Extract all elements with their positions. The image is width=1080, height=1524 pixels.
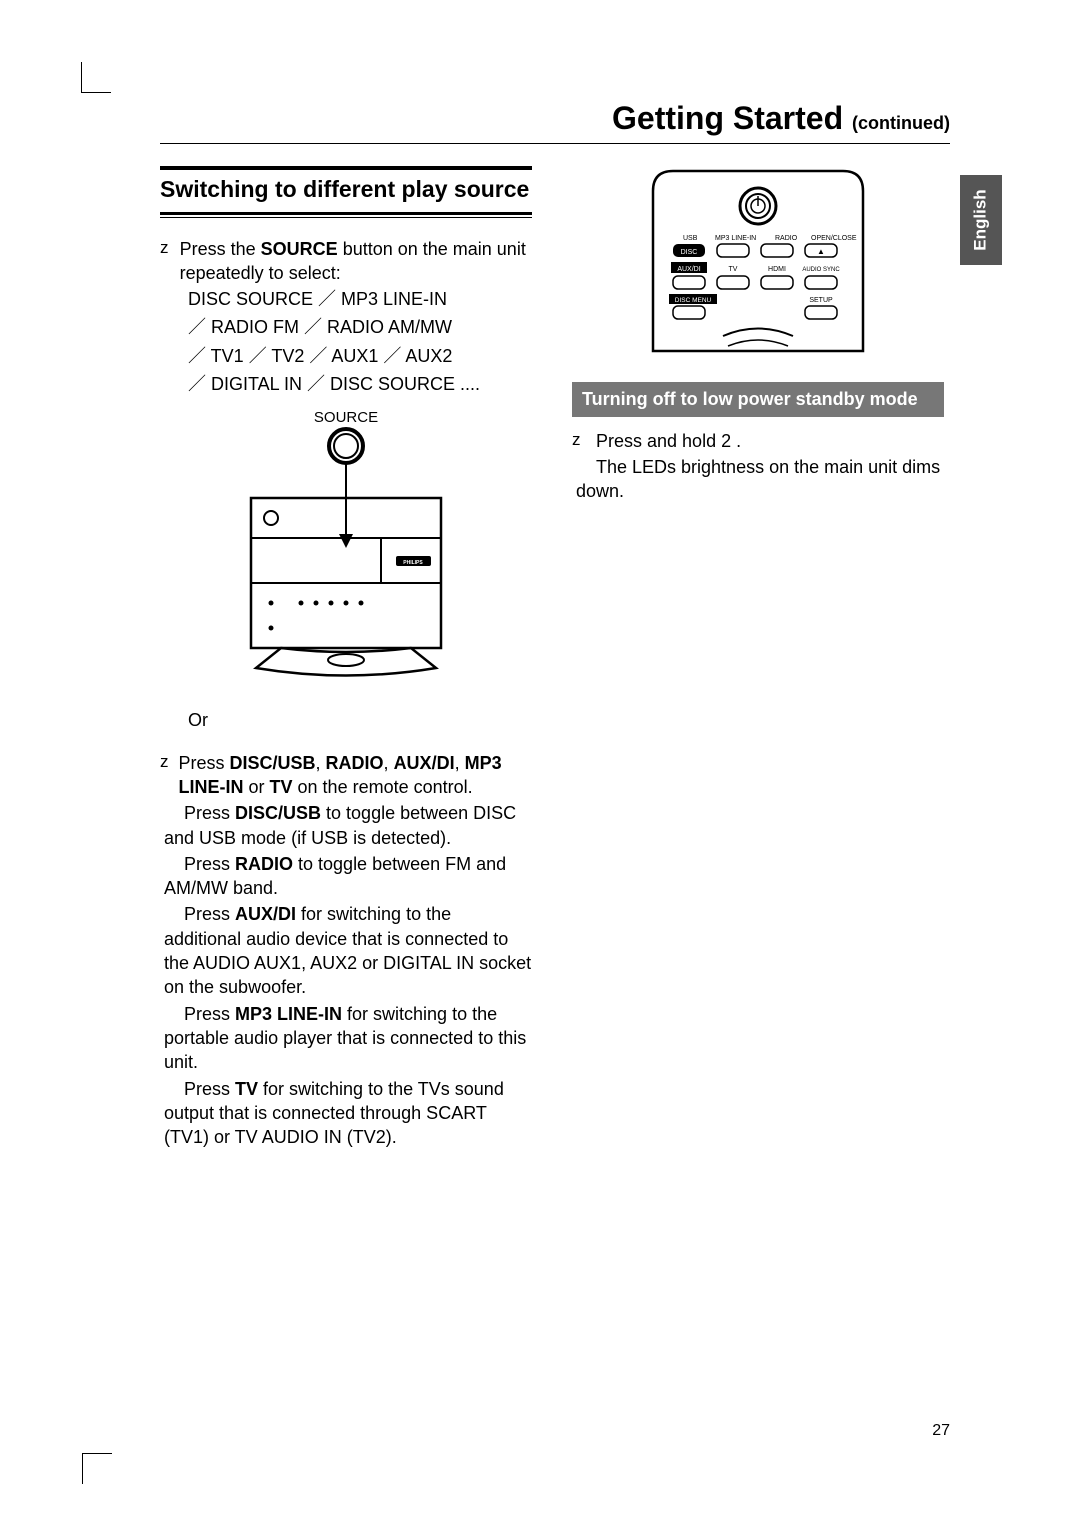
title-text: Getting Started <box>612 100 843 136</box>
step-1-text: Press the SOURCE button on the main unit… <box>180 237 532 286</box>
sub-bullet: ➜ Press DISC/USB to toggle between DISC … <box>160 801 532 850</box>
source-line: DISC SOURCE ／ MP3 LINE-IN <box>188 287 532 311</box>
svg-text:AUDIO SYNC: AUDIO SYNC <box>802 267 840 273</box>
svg-text:TV: TV <box>729 266 738 273</box>
title-continued: (continued) <box>852 113 950 133</box>
bullet-marker: z <box>572 429 586 453</box>
language-label: English <box>971 189 991 250</box>
source-diagram: SOURCE PHILIPS <box>221 408 471 688</box>
standby-step: z Press and hold 2 . <box>572 429 944 453</box>
remote-diagram: USB MP3 LINE-IN RADIO OPEN/CLOSE DISC ▲ … <box>643 166 873 356</box>
sub-heading: Turning off to low power standby mode <box>572 382 944 417</box>
svg-text:SETUP: SETUP <box>809 297 833 304</box>
source-line: ／ RADIO FM ／ RADIO AM/MW <box>188 315 532 339</box>
brand-label: PHILIPS <box>403 560 423 566</box>
step-2: z Press DISC/USB, RADIO, AUX/DI, MP3 LIN… <box>160 751 532 800</box>
sub-bullet: Press MP3 LINE-IN for switching to the p… <box>160 1002 532 1075</box>
step-2-text: Press DISC/USB, RADIO, AUX/DI, MP3 LINE-… <box>179 751 533 800</box>
standby-text: Press and hold 2 . <box>596 429 741 453</box>
sub-bullet: Press RADIO to toggle between FM and AM/… <box>160 852 532 901</box>
source-list: DISC SOURCE ／ MP3 LINE-IN ／ RADIO FM ／ R… <box>160 287 532 396</box>
svg-text:▲: ▲ <box>817 247 825 256</box>
diagram-label: SOURCE <box>314 409 378 426</box>
svg-text:DISC: DISC <box>681 249 698 256</box>
svg-text:AUX/DI: AUX/DI <box>677 266 700 273</box>
svg-text:USB: USB <box>683 235 698 242</box>
source-line: ／ DIGITAL IN ／ DISC SOURCE .... <box>188 372 532 396</box>
page-content: Getting Started (continued) English Swit… <box>160 100 950 1440</box>
crop-mark-bottom-left <box>52 1454 82 1484</box>
crop-mark-top-left <box>52 62 82 92</box>
left-column: Switching to different play source z Pre… <box>160 166 532 1149</box>
standby-result: The LEDs brightness on the main unit dim… <box>572 455 944 504</box>
right-column: USB MP3 LINE-IN RADIO OPEN/CLOSE DISC ▲ … <box>572 166 944 1149</box>
svg-text:RADIO: RADIO <box>775 235 798 242</box>
svg-text:OPEN/CLOSE: OPEN/CLOSE <box>811 235 857 242</box>
svg-text:HDMI: HDMI <box>768 266 786 273</box>
sub-bullet: Press AUX/DI for switching to the additi… <box>160 902 532 999</box>
svg-text:DISC MENU: DISC MENU <box>675 297 712 304</box>
or-text: Or <box>160 708 532 732</box>
bullet-marker: z <box>160 751 169 800</box>
svg-text:MP3 LINE-IN: MP3 LINE-IN <box>715 235 756 242</box>
bullet-marker: z <box>160 237 170 286</box>
page-number: 27 <box>932 1422 950 1440</box>
section-heading: Switching to different play source <box>160 166 532 215</box>
step-1: z Press the SOURCE button on the main un… <box>160 237 532 286</box>
source-line: ／ TV1 ／ TV2 ／ AUX1 ／ AUX2 <box>188 344 532 368</box>
language-tab: English <box>960 175 1002 265</box>
sub-bullet: Press TV for switching to the TVs sound … <box>160 1077 532 1150</box>
page-title: Getting Started (continued) <box>160 100 950 144</box>
